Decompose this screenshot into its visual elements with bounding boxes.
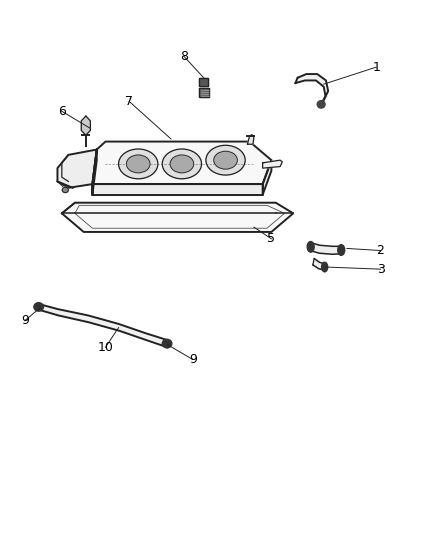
Ellipse shape (119, 149, 158, 179)
Polygon shape (199, 88, 209, 98)
Ellipse shape (62, 187, 68, 192)
Text: 5: 5 (267, 232, 276, 245)
Polygon shape (199, 78, 208, 86)
Ellipse shape (34, 303, 43, 311)
Ellipse shape (170, 155, 194, 173)
Text: 10: 10 (98, 341, 113, 354)
Ellipse shape (307, 241, 314, 252)
Ellipse shape (338, 245, 345, 255)
Text: 1: 1 (372, 61, 380, 74)
Text: 3: 3 (377, 263, 385, 276)
Polygon shape (92, 150, 97, 195)
Polygon shape (92, 184, 263, 195)
Text: 7: 7 (126, 95, 134, 108)
Polygon shape (81, 116, 90, 135)
Polygon shape (313, 259, 325, 270)
Polygon shape (263, 160, 272, 195)
Ellipse shape (214, 151, 237, 169)
Ellipse shape (162, 340, 172, 348)
Text: 8: 8 (180, 50, 188, 63)
Ellipse shape (321, 262, 328, 272)
Polygon shape (247, 135, 254, 144)
Polygon shape (92, 142, 272, 184)
Polygon shape (310, 243, 341, 254)
Polygon shape (38, 304, 167, 348)
Polygon shape (263, 160, 283, 168)
Polygon shape (57, 150, 97, 188)
Text: 9: 9 (189, 353, 197, 366)
Text: 2: 2 (377, 244, 385, 257)
Ellipse shape (206, 146, 245, 175)
Polygon shape (295, 74, 328, 107)
Polygon shape (62, 203, 293, 232)
Ellipse shape (317, 101, 325, 108)
Ellipse shape (127, 155, 150, 173)
Text: 6: 6 (58, 105, 66, 118)
Text: 9: 9 (21, 314, 28, 327)
Ellipse shape (162, 149, 201, 179)
